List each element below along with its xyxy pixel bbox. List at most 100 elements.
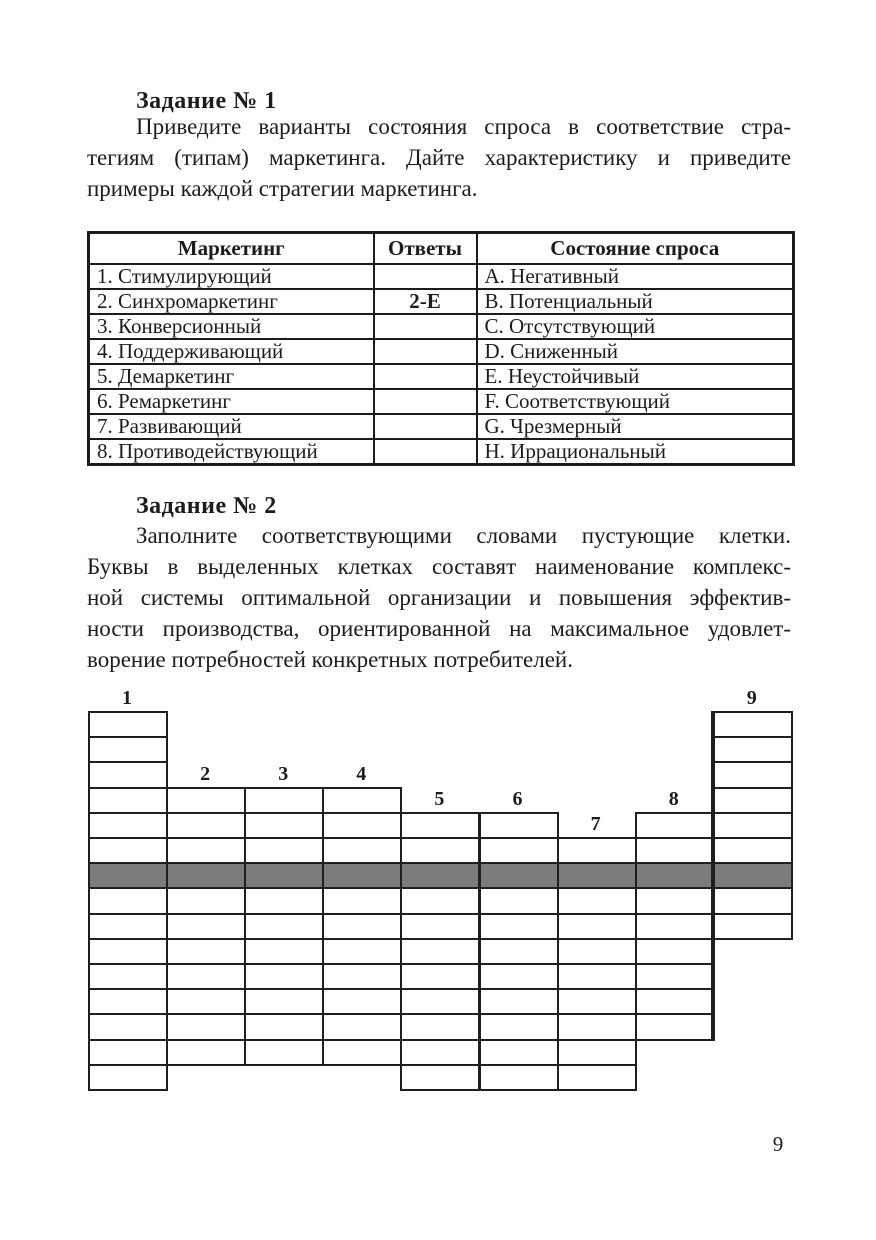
crossword-cell xyxy=(322,837,403,865)
crossword-cell xyxy=(556,912,637,940)
matching-table-body: 1. Стимулирующий А. Негативный 2. Синхрома… xyxy=(87,263,795,466)
crossword-cell xyxy=(244,963,325,991)
crossword-cell xyxy=(478,1013,559,1041)
crossword-cell xyxy=(478,1038,559,1066)
crossword-column-number: 8 xyxy=(668,787,679,810)
task2-heading: Задание № 2 xyxy=(136,493,277,519)
paragraph-line: Буквы в выделенных клетках составят наим… xyxy=(87,554,791,579)
crossword-grid: 1 2 3 4 5 6 7 8 9 xyxy=(88,687,793,1091)
crossword-cell xyxy=(478,963,559,991)
crossword-cell xyxy=(88,736,169,764)
task2-description: Заполните соответствующими словами пусту… xyxy=(87,520,791,675)
crossword-cell xyxy=(322,988,403,1016)
cell-marketing: 5. Демаркетинг xyxy=(87,363,375,390)
cell-demand: А. Негативный xyxy=(475,263,795,290)
cell-marketing: 4. Поддерживающий xyxy=(87,338,375,365)
crossword-cell xyxy=(556,1063,637,1091)
paragraph-line: ворение потребностей конкретных потребит… xyxy=(87,647,573,672)
crossword-cell xyxy=(556,1038,637,1066)
cell-demand: F. Соответствующий xyxy=(475,388,795,415)
crossword-cell-highlighted xyxy=(166,862,247,890)
crossword-cell xyxy=(88,1038,169,1066)
matching-table: Маркетинг Ответы Состояние спроса 1. Стиму… xyxy=(87,231,795,466)
crossword-cell xyxy=(556,887,637,915)
paragraph-line: ности производства, ориентированной на м… xyxy=(87,616,791,641)
crossword-cell xyxy=(556,1013,637,1041)
crossword-cell xyxy=(634,837,715,865)
crossword-cell xyxy=(322,963,403,991)
cell-demand: G. Чрезмерный xyxy=(475,413,795,440)
crossword-cell xyxy=(166,1038,247,1066)
cell-answer: 2-Е xyxy=(372,288,478,315)
crossword-cell-highlighted xyxy=(244,862,325,890)
crossword-cell xyxy=(322,786,403,814)
crossword-cell xyxy=(478,887,559,915)
table-row: 8. Противодействующий Н. Иррациональный xyxy=(87,438,795,466)
task1-heading: Задание № 1 xyxy=(136,88,277,114)
crossword-cell xyxy=(322,887,403,915)
cell-marketing: 1. Стимулирующий xyxy=(87,263,375,290)
table-row: 3. Конверсионный С. Отсутствующий xyxy=(87,313,795,340)
crossword-cell xyxy=(322,912,403,940)
paragraph-line: Приведите варианты состояния спроса в со… xyxy=(136,114,791,139)
table-row: 1. Стимулирующий А. Негативный xyxy=(87,263,795,290)
cell-demand: Н. Иррациональный xyxy=(475,438,795,466)
paragraph-line: ной системы оптимальной организации и по… xyxy=(87,585,791,610)
cell-answer xyxy=(372,363,478,390)
table-header-row: Маркетинг Ответы Состояние спроса xyxy=(87,231,795,265)
table-header-cell: Маркетинг xyxy=(87,231,375,265)
paragraph-line: Заполните соответствующими словами пусту… xyxy=(136,523,791,548)
cell-answer xyxy=(372,438,478,466)
crossword-cell xyxy=(478,937,559,965)
crossword-column-number: 7 xyxy=(590,813,601,835)
cell-answer xyxy=(372,338,478,365)
crossword-column-number: 3 xyxy=(278,762,289,785)
crossword-cell xyxy=(712,837,793,865)
crossword-column-number: 5 xyxy=(434,787,445,810)
crossword-cell-highlighted xyxy=(478,862,559,890)
crossword-column-number: 2 xyxy=(200,762,211,785)
matching-table-header: Маркетинг Ответы Состояние спроса xyxy=(87,231,795,265)
cell-demand: D. Сниженный xyxy=(475,338,795,365)
crossword-cell-highlighted xyxy=(556,862,637,890)
crossword-cell xyxy=(166,937,247,965)
crossword-cell xyxy=(478,837,559,865)
crossword-cell xyxy=(634,1013,715,1041)
crossword-cell xyxy=(712,711,793,739)
crossword-cell xyxy=(556,837,637,865)
crossword-cell xyxy=(712,887,793,915)
crossword-cell xyxy=(634,963,715,991)
crossword-cell xyxy=(478,912,559,940)
crossword-cell xyxy=(244,1013,325,1041)
table-row: 5. Демаркетинг Е. Неустойчивый xyxy=(87,363,795,390)
crossword-cell xyxy=(88,837,169,865)
cell-answer xyxy=(372,413,478,440)
crossword-cell xyxy=(400,811,481,839)
crossword-cell xyxy=(400,837,481,865)
table-row: 7. Развивающий G. Чрезмерный xyxy=(87,413,795,440)
crossword-cell xyxy=(400,887,481,915)
crossword-cell xyxy=(322,811,403,839)
crossword-cell xyxy=(634,912,715,940)
paragraph-line: тегиям (типам) маркетинга. Дайте характе… xyxy=(87,145,791,170)
crossword-cell xyxy=(712,786,793,814)
crossword-cell xyxy=(556,988,637,1016)
crossword-cell xyxy=(400,1038,481,1066)
crossword-cell xyxy=(166,811,247,839)
crossword-cell xyxy=(166,912,247,940)
cell-answer xyxy=(372,263,478,290)
crossword-cell xyxy=(166,988,247,1016)
crossword-cell-highlighted xyxy=(400,862,481,890)
crossword-cell xyxy=(88,1013,169,1041)
crossword-cell xyxy=(88,711,169,739)
crossword-cell xyxy=(478,811,559,839)
crossword-cell xyxy=(634,887,715,915)
crossword-cell xyxy=(166,963,247,991)
crossword-cell xyxy=(634,988,715,1016)
crossword-cell xyxy=(712,811,793,839)
crossword-cell xyxy=(400,1063,481,1091)
crossword-cell xyxy=(634,811,715,839)
crossword-cell xyxy=(400,937,481,965)
crossword-cell xyxy=(88,963,169,991)
